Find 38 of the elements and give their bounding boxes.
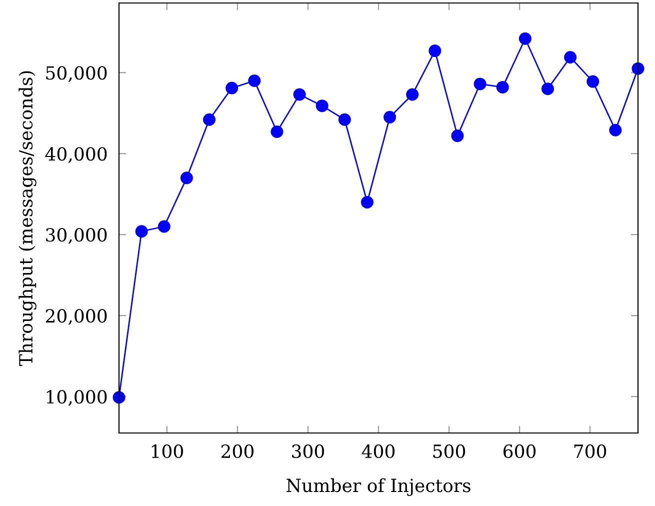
point (316, 100, 328, 112)
x-tick-label: 600 (504, 444, 536, 458)
point (360, 196, 374, 208)
point (586, 75, 600, 88)
y-tick-label: 20,000 (46, 309, 107, 325)
point (226, 82, 238, 94)
x-tick-label: 700 (574, 444, 606, 458)
point (338, 113, 351, 126)
x-tick-label: 400 (362, 444, 395, 458)
point (451, 130, 464, 142)
point (203, 113, 216, 126)
point (541, 82, 554, 96)
x-tick-label: 200 (221, 444, 254, 458)
point (428, 44, 442, 58)
x-axis-title: Number of Injectors (286, 478, 470, 496)
point (270, 126, 284, 138)
y-tick-label: 30,000 (46, 228, 107, 244)
point (564, 51, 577, 64)
x-tick-label: 500 (433, 444, 466, 458)
point (180, 172, 193, 184)
x-tick-label: 100 (152, 444, 183, 458)
point (112, 391, 126, 404)
y-tick-label: 50,000 (46, 66, 107, 82)
y-tick-label: 40,000 (45, 147, 107, 163)
point (609, 124, 622, 136)
point (496, 80, 509, 94)
point (632, 62, 644, 75)
point (384, 110, 396, 124)
point (248, 74, 261, 87)
point (293, 88, 306, 101)
y-tick-label: 10,000 (46, 390, 107, 406)
point (406, 88, 419, 101)
point (158, 220, 170, 233)
point (135, 225, 148, 238)
y-axis-title: Throughput (messages/seconds) (18, 71, 36, 366)
x-tick-label: 300 (292, 444, 324, 458)
point (518, 32, 532, 45)
point (474, 78, 486, 90)
